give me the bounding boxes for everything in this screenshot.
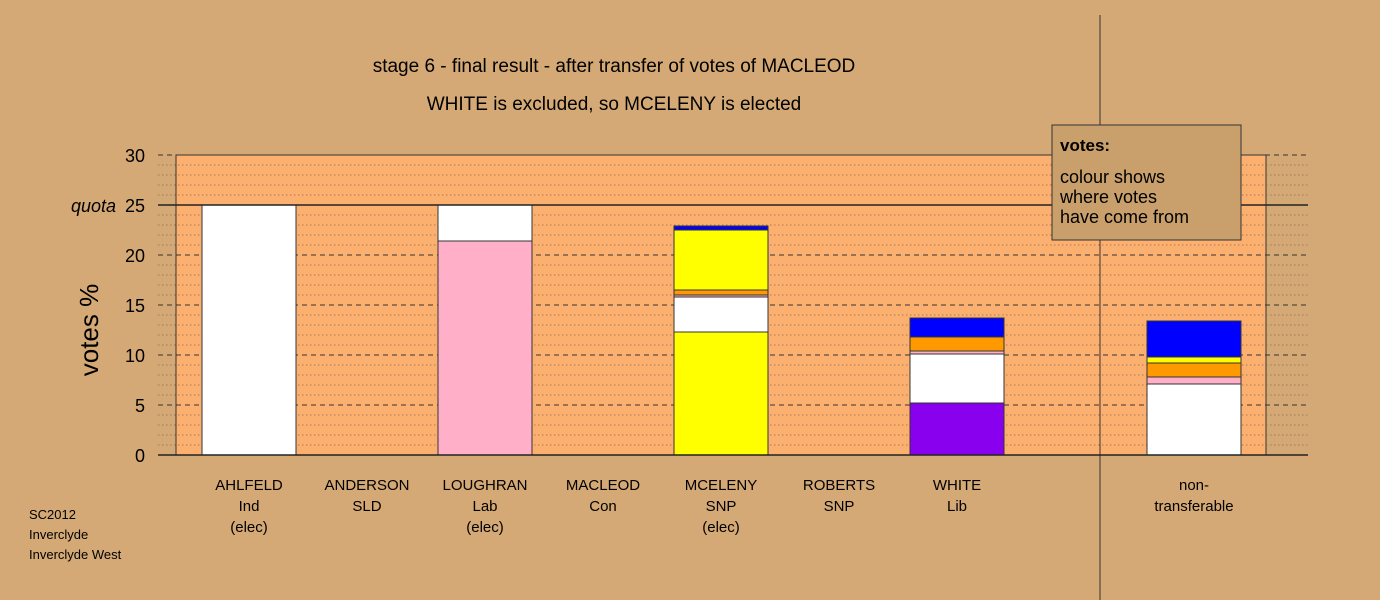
bar-nontransferable-segment [1146,320,1242,358]
y-tick-label: 5 [135,396,145,416]
bar-ahlfeld-segment [201,204,297,456]
chart-title: stage 6 - final result - after transfer … [373,56,856,77]
legend-box [1051,124,1242,241]
y-tick-label: 10 [125,346,145,366]
bar-white-segment [909,317,1005,338]
bar-white-segment [909,336,1005,352]
quota-label: quota [71,196,116,216]
category-name-label: LOUGHRAN [442,477,527,494]
bar-nontransferable-segment [1146,356,1242,364]
category-party-label: SLD [352,498,381,515]
legend-title: votes: [1060,136,1110,155]
category-party-label: Con [589,498,617,515]
y-tick-label: 15 [125,296,145,316]
bar-white-segment [909,402,1005,456]
category-status-label: (elec) [702,519,740,536]
bar-loughran-segment [437,204,533,242]
nontransferable-label: non- [1179,477,1209,494]
grid-lines [158,154,1308,446]
bar-nontransferable-segment [1146,362,1242,378]
y-axis-label: votes % [74,284,104,377]
category-party-label: Ind [239,498,260,515]
y-tick-label: 0 [135,446,145,466]
bar-mceleny-segment [673,296,769,333]
category-name-label: WHITE [933,477,981,494]
bar-nontransferable-segment [1146,376,1242,385]
chart-subtitle: WHITE is excluded, so MCELENY is elected [427,94,802,115]
legend-line-3: have come from [1060,207,1189,227]
footer-line-1: SC2012 [29,507,76,522]
y-tick-label: 20 [125,246,145,266]
category-party-label: SNP [706,498,737,515]
labels: 0 5 10 15 20 25 quota 30 AHLFELD Ind (elec) ANDERSO… [71,146,1234,536]
footer-line-2: Inverclyde [29,527,88,542]
bar-nontransferable-segment [1146,383,1242,456]
nontransferable-label: transferable [1154,498,1233,515]
category-status-label: (elec) [466,519,504,536]
bar-mceleny-segment [673,225,769,231]
category-name-label: AHLFELD [215,477,283,494]
bar-mceleny-segment [673,289,769,296]
category-name-label: MCELENY [685,477,758,494]
category-party-label: SNP [824,498,855,515]
y-tick-label: 30 [125,146,145,166]
category-name-label: MACLEOD [566,477,640,494]
category-name-label: ANDERSON [324,477,409,494]
category-party-label: Lab [472,498,497,515]
y-tick-label: 25 [125,196,145,216]
bar-white-segment [909,353,1005,404]
legend-line-1: colour shows [1060,167,1165,187]
legend-line-2: where votes [1059,187,1157,207]
bars [201,204,1242,456]
category-party-label: Lib [947,498,967,515]
legend: votes: colour shows where votes have com… [1051,124,1242,241]
category-status-label: (elec) [230,519,268,536]
footer-line-3: Inverclyde West [29,547,122,562]
bar-mceleny-segment [673,331,769,456]
category-name-label: ROBERTS [803,477,875,494]
bar-loughran-segment [437,240,533,456]
bar-mceleny-segment [673,229,769,291]
